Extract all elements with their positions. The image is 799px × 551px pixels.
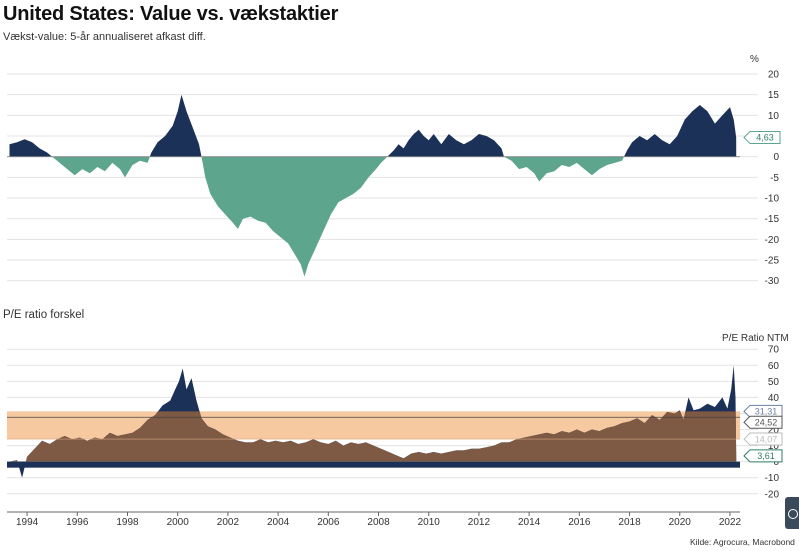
x-tick-label: 2004 [267,517,290,528]
chart-subtitle: Vækst-value: 5-år annualiseret afkast di… [3,31,206,43]
pe-last-tag [743,449,783,463]
x-axis: 1994 1996 1998 2000 2002 2004 2006 2008 2010 2012… [7,511,742,528]
returns-y-tick: -30 [765,276,780,287]
pe-y-tick: 0 [773,457,779,468]
returns-plot-bg [0,66,799,296]
pe-last-tag-label: 3,61 [757,451,775,461]
x-tick-label: 1994 [16,517,39,528]
returns-y-tick: 10 [768,111,780,122]
x-tick-label: 2000 [167,517,190,528]
x-tick-label: 2022 [719,517,742,528]
returns-last-value-tag [743,131,781,145]
pe-y-tick: 40 [768,393,780,404]
macrobond-badge-icon[interactable] [785,497,799,529]
x-tick-label: 1996 [66,517,89,528]
returns-panel: 20151050-5-10-15-20-25-304,63 [0,66,799,296]
pe-upper-tag-label: 31,31 [755,407,778,417]
x-tick-label: 2012 [468,517,491,528]
returns-y-tick: -5 [770,173,779,184]
returns-last-value-label: 4,63 [756,133,774,143]
pe-base-strip [7,461,740,468]
x-tick-label: 2006 [317,517,340,528]
pe-y-tick: 10 [768,441,780,452]
pe-y-tick: 50 [768,377,780,388]
pe-y-tick: 60 [768,361,780,372]
x-tick-label: 1998 [116,517,139,528]
x-tick-label: 2002 [217,517,240,528]
pe-y-tick: 20 [768,425,780,436]
pe-unit-label: P/E Ratio NTM [722,333,789,344]
pe-y-tick: 70 [768,345,780,356]
pe-lower-tag [743,432,783,446]
returns-y-tick: -25 [765,256,780,267]
returns-y-tick: 20 [768,70,780,81]
pe-area-in-band [9,411,737,462]
chart-title: United States: Value vs. vækstaktier [3,3,339,25]
x-tick-label: 2020 [669,517,692,528]
pe-mean-tag [743,415,783,429]
returns-y-tick: -20 [765,235,780,246]
pe-y-tick: -10 [765,473,780,484]
x-tick-label: 2010 [418,517,441,528]
returns-negative-area [52,156,624,277]
pe-mean-tag-label: 24,52 [755,417,778,427]
returns-positive-area [9,94,737,157]
pe-upper-tag [743,404,783,418]
x-tick-label: 2016 [568,517,591,528]
pe-lower-tag-label: 14,07 [755,434,778,444]
returns-y-tick: -15 [765,214,780,225]
returns-y-tick: 0 [773,152,779,163]
x-tick-label: 2018 [618,517,641,528]
source-note: Kilde: Agrocura, Macrobond [690,537,795,547]
x-tick-label: 2014 [518,517,541,528]
x-tick-label: 2008 [367,517,390,528]
pe-y-tick: -20 [765,489,780,500]
returns-y-tick: 15 [768,90,780,101]
returns-unit-label: % [750,54,759,65]
returns-y-tick: -10 [765,194,780,205]
pe-section-title: P/E ratio forskel [3,309,85,321]
